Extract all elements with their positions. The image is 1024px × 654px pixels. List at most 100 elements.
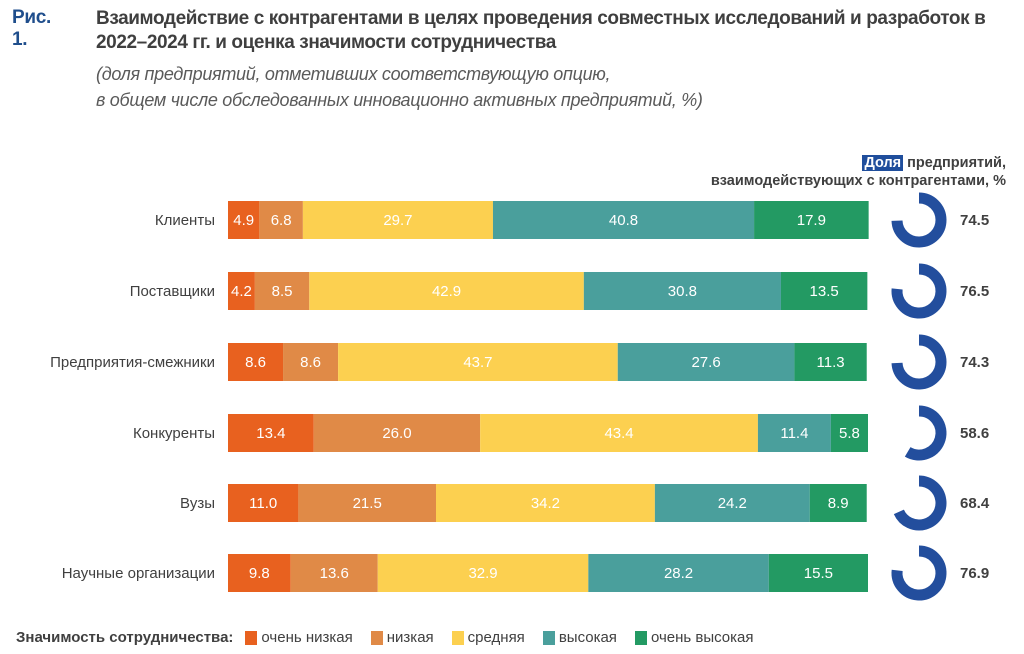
bar-segment-high: [654, 484, 810, 522]
data-label: 34.2: [531, 495, 560, 512]
legend-swatch: [370, 630, 383, 645]
legend-swatch: [245, 630, 258, 645]
data-label: 40.8: [609, 212, 638, 229]
share-header-line-1: Доля предприятий,: [711, 154, 1006, 172]
bar-segment-medium: [436, 484, 655, 522]
share-header-line-2: взаимодействующих с контрагентами, %: [710, 173, 1006, 189]
data-label: 8.6: [300, 354, 321, 371]
data-label: 30.8: [668, 283, 697, 300]
legend-item-very-high: очень высокая: [634, 629, 754, 646]
share-donut: [891, 545, 947, 601]
data-label: 27.6: [691, 354, 720, 371]
bar-segment-medium: [338, 343, 618, 381]
share-value: 58.6: [960, 425, 989, 442]
data-label: 32.9: [468, 565, 497, 582]
legend: Значимость сотрудничества: очень низкая …: [16, 629, 772, 646]
data-label: 24.2: [718, 495, 747, 512]
category-label: Вузы: [180, 495, 215, 512]
legend-label: очень высокая: [650, 629, 754, 646]
bar-segment-medium: [480, 414, 758, 452]
data-label: 8.9: [828, 495, 849, 512]
bar-segment-very-high: [809, 484, 867, 522]
bar-segment-very-low: [228, 414, 314, 452]
bar-segment-high: [617, 343, 795, 381]
bar-segment-very-low: [228, 272, 255, 310]
subtitle-line-2: в общем числе обследованных инновационно…: [96, 90, 703, 110]
legend-label: очень низкая: [261, 629, 353, 646]
data-label: 43.7: [463, 354, 492, 371]
share-value: 76.9: [960, 565, 989, 582]
bar-segment-very-low: [228, 201, 260, 239]
legend-label: высокая: [558, 629, 617, 646]
legend-item-high: высокая: [542, 629, 617, 646]
legend-swatch: [451, 630, 464, 645]
share-donut: [891, 334, 947, 390]
bar-segment-high: [757, 414, 831, 452]
share-donut: [904, 405, 947, 461]
data-label: 15.5: [804, 565, 833, 582]
share-donut: [893, 475, 947, 531]
share-value: 74.3: [960, 354, 989, 371]
share-value: 74.5: [960, 212, 989, 229]
share-donut: [891, 263, 947, 319]
category-label: Научные организации: [62, 565, 215, 582]
data-label: 13.6: [320, 565, 349, 582]
category-label: Конкуренты: [133, 425, 215, 442]
legend-label: низкая: [386, 629, 434, 646]
data-label: 42.9: [432, 283, 461, 300]
data-label: 21.5: [353, 495, 382, 512]
data-label: 29.7: [383, 212, 412, 229]
share-value: 76.5: [960, 283, 989, 300]
bar-segment-low: [254, 272, 310, 310]
legend-swatch: [634, 630, 647, 645]
bar-segment-very-high: [794, 343, 867, 381]
bar-segment-very-low: [228, 484, 299, 522]
category-label: Поставщики: [130, 283, 215, 300]
data-label: 11.3: [817, 354, 845, 371]
share-donut: [891, 192, 947, 248]
bar-segment-low: [259, 201, 303, 239]
figure-label: Рис. 1.: [12, 7, 51, 50]
bar-segment-very-low: [228, 343, 284, 381]
chart-subtitle: (доля предприятий, отметивших соответств…: [96, 61, 996, 113]
bar-segment-low: [290, 554, 378, 592]
data-label: 28.2: [664, 565, 693, 582]
category-label: Предприятия-смежники: [50, 354, 215, 371]
data-label: 8.5: [272, 283, 293, 300]
bar-segment-very-high: [768, 554, 868, 592]
bar-segment-very-high: [780, 272, 868, 310]
data-label: 26.0: [382, 425, 411, 442]
share-header: Доля предприятий, взаимодействующих с ко…: [711, 154, 1006, 190]
bar-segment-low: [283, 343, 339, 381]
bar-segment-high: [492, 201, 755, 239]
data-label: 8.6: [245, 354, 266, 371]
data-label: 5.8: [839, 425, 860, 442]
bar-segment-very-high: [754, 201, 869, 239]
data-label: 11.4: [780, 425, 808, 442]
legend-label: средняя: [467, 629, 525, 646]
legend-title: Значимость сотрудничества:: [16, 629, 234, 646]
bar-segment-medium: [377, 554, 589, 592]
legend-item-low: низкая: [370, 629, 434, 646]
bar-segment-very-high: [830, 414, 868, 452]
legend-item-medium: средняя: [451, 629, 525, 646]
bar-segment-low: [298, 484, 436, 522]
legend-swatch: [542, 630, 555, 645]
data-label: 9.8: [249, 565, 270, 582]
data-label: 11.0: [249, 495, 277, 512]
data-label: 13.5: [810, 283, 839, 300]
category-label: Клиенты: [155, 212, 215, 229]
share-value: 68.4: [960, 495, 990, 512]
data-label: 4.9: [233, 212, 254, 229]
data-label: 17.9: [797, 212, 826, 229]
share-header-highlight: Доля: [862, 155, 904, 171]
legend-item-very-low: очень низкая: [245, 629, 353, 646]
bar-segment-high: [583, 272, 781, 310]
data-label: 13.4: [256, 425, 285, 442]
subtitle-line-1: (доля предприятий, отметивших соответств…: [96, 64, 611, 84]
bar-segment-low: [313, 414, 481, 452]
data-label: 6.8: [271, 212, 292, 229]
bar-segment-high: [588, 554, 769, 592]
bar-segment-very-low: [228, 554, 291, 592]
